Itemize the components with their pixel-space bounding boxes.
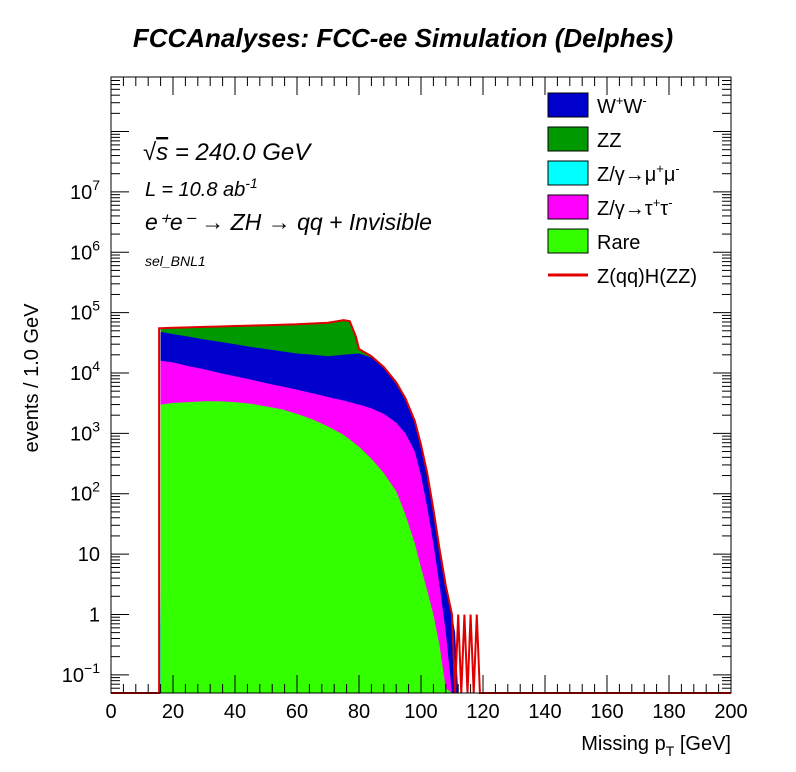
y-tick-label: 104: [70, 358, 100, 385]
y-tick-base: 10: [78, 544, 100, 566]
y-tick-label: 103: [70, 418, 100, 445]
y-tick-base: 10: [70, 423, 92, 445]
luminosity-exp: -1: [245, 175, 257, 191]
legend-text-part: ZZ: [597, 130, 621, 152]
legend-label-zz: ZZ: [597, 130, 621, 152]
x-tick-label: 180: [652, 701, 685, 723]
x-tick-label: 100: [404, 701, 437, 723]
chart-title: FCCAnalyses: FCC-ee Simulation (Delphes): [133, 23, 673, 53]
legend-text-part: -: [642, 93, 646, 108]
legend-swatch-ww: [547, 92, 589, 118]
x-tick-label: 0: [105, 701, 116, 723]
legend-swatch-zz: [547, 126, 589, 152]
y-tick-base: 10: [70, 242, 92, 264]
x-axis-label-sub: T: [666, 743, 675, 759]
series-layer: [159, 320, 459, 693]
y-tick-label: 1: [89, 604, 100, 626]
luminosity-text: L = 10.8 ab: [145, 179, 245, 201]
y-tick-exponent: 4: [92, 358, 100, 374]
x-axis-label-main: Missing p: [581, 733, 665, 755]
y-tick-label: 107: [70, 177, 100, 204]
legend-text-part: +: [656, 161, 664, 176]
y-tick-label: 102: [70, 479, 100, 506]
legend-label-rare: Rare: [597, 232, 640, 254]
legend-label-zmumu: Z/γ→μ+μ-: [597, 161, 680, 186]
y-tick-exponent: 5: [92, 298, 100, 314]
legend-text-part: W: [597, 96, 616, 118]
x-tick-label: 80: [348, 701, 370, 723]
luminosity-annotation: L = 10.8 ab-1: [145, 175, 258, 201]
legend-text-part: Z(qq)H(ZZ): [597, 266, 697, 288]
legend-text-part: +: [653, 195, 661, 210]
y-tick-exponent: −1: [84, 660, 100, 676]
legend-swatch-zmumu: [547, 160, 589, 186]
sqrt-s-var: s: [156, 139, 168, 166]
y-tick-exponent: 3: [92, 418, 100, 434]
x-tick-label: 160: [590, 701, 623, 723]
y-tick-base: 10: [70, 484, 92, 506]
y-tick-label: 106: [70, 237, 100, 264]
y-tick-base: 10: [70, 363, 92, 385]
legend-text-part: +: [616, 93, 624, 108]
signal-layer: [111, 319, 731, 694]
x-tick-label: 60: [286, 701, 308, 723]
y-axis-label: events / 1.0 GeV: [21, 303, 43, 453]
sqrt-s-rest: = 240.0 GeV: [168, 139, 312, 166]
y-tick-exponent: 2: [92, 479, 100, 495]
legend-label-zqqhzz: Z(qq)H(ZZ): [597, 266, 697, 288]
legend-text-part: -: [675, 161, 679, 176]
legend-text-part: Z/γ→μ: [597, 164, 656, 186]
x-tick-label: 200: [714, 701, 747, 723]
selection-annotation: sel_BNL1: [145, 253, 206, 269]
y-tick-label: 105: [70, 298, 100, 325]
x-axis-label: Missing pT [GeV]: [581, 733, 731, 759]
x-tick-label: 40: [224, 701, 246, 723]
legend-text-part: μ: [664, 164, 676, 186]
x-tick-label: 140: [528, 701, 561, 723]
legend-text-part: τ: [660, 198, 668, 220]
y-tick-base: 10: [70, 303, 92, 325]
legend-label-ztautau: Z/γ→τ+τ-: [597, 195, 673, 220]
legend-text-part: Z/γ→τ: [597, 198, 653, 220]
process-annotation: e⁺e⁻ → ZH → qq + Invisible: [145, 209, 432, 235]
y-tick-base: 10: [70, 182, 92, 204]
x-axis-label-unit: [GeV]: [674, 733, 731, 755]
legend-label-ww: W+W-: [597, 93, 647, 118]
y-tick-label: 10: [78, 544, 100, 566]
y-tick-base: 10: [62, 665, 84, 687]
x-tick-label: 120: [466, 701, 499, 723]
legend-swatch-rare: [547, 228, 589, 254]
legend-text-part: -: [668, 195, 672, 210]
sqrt-s-annotation: √s = 240.0 GeV: [143, 139, 312, 166]
legend-swatch-ztautau: [547, 194, 589, 220]
y-tick-exponent: 6: [92, 237, 100, 253]
series-line-zqqhzz: [111, 319, 731, 694]
y-tick-exponent: 7: [92, 177, 100, 193]
axis-layer: 0 20 40 60 80 100 120 140 160 180 2001071061051041…: [62, 76, 748, 723]
y-tick-label: 10−1: [62, 660, 100, 687]
sqrt-s-symbol: √: [143, 139, 157, 166]
x-tick-label: 20: [162, 701, 184, 723]
series-area-rare: [160, 401, 452, 693]
legend-text-part: Rare: [597, 232, 640, 254]
legend-text-part: W: [623, 96, 642, 118]
y-tick-base: 1: [89, 604, 100, 626]
